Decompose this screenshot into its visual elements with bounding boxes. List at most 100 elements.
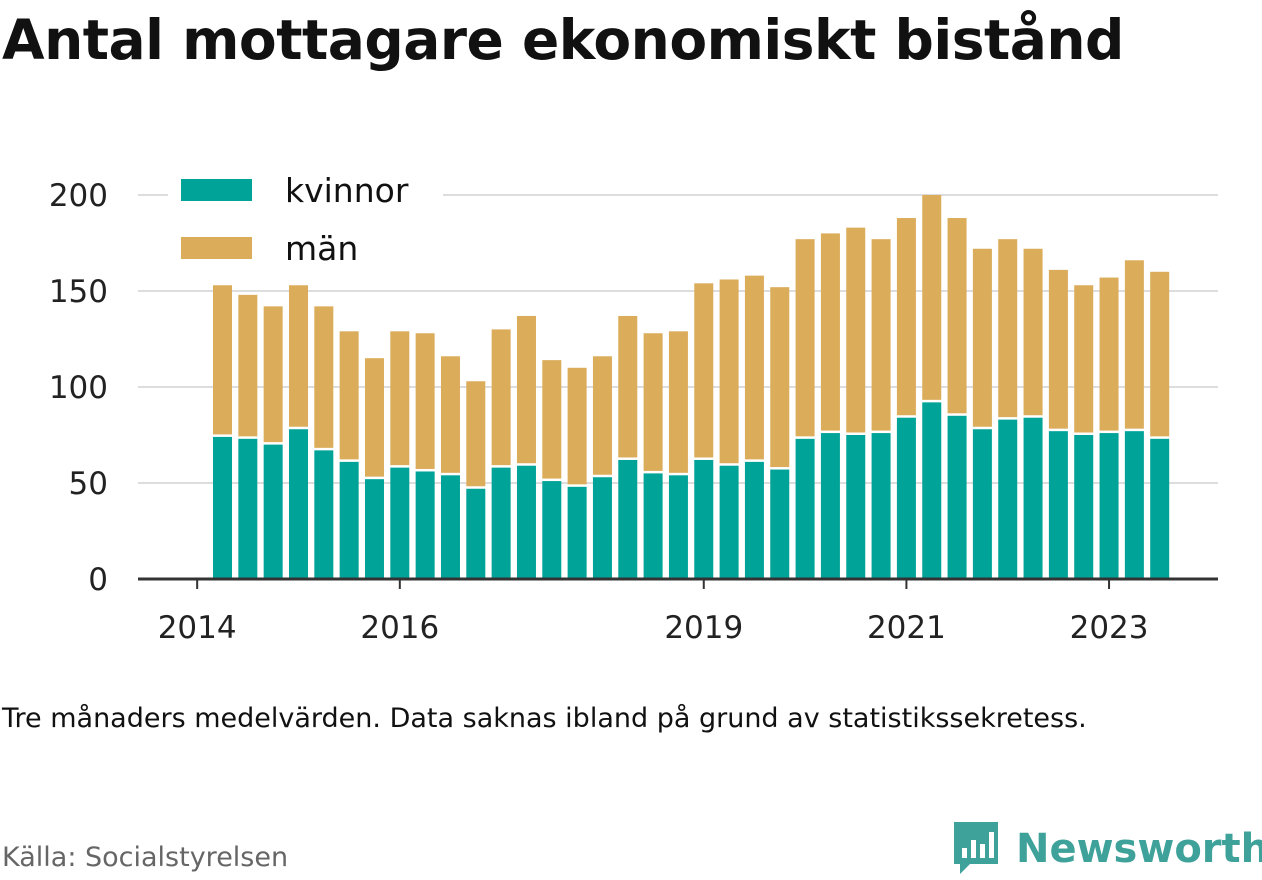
bar-man [744,275,764,460]
bar-kvinnor [1150,438,1170,579]
chart-title: Antal mottagare ekonomiskt bistånd [2,8,1124,72]
y-tick-label: 200 [49,178,108,214]
bar-man [415,333,435,469]
bar-kvinnor [972,429,992,579]
bar-man [567,367,587,485]
bar-kvinnor [466,488,486,579]
bar-kvinnor [846,435,866,579]
bar-man [643,333,663,471]
legend-swatch-kvinnor [181,179,252,201]
bar-man [618,315,638,458]
bar-kvinnor [516,465,536,579]
bar-man [1099,277,1119,431]
bar-kvinnor [795,438,815,579]
bar-man [1124,260,1144,429]
bar-kvinnor [719,465,739,579]
bar-man [1023,248,1043,416]
bar-kvinnor [288,429,308,579]
bar-kvinnor [314,450,334,579]
chart-note: Tre månaders medelvärden. Data saknas ib… [2,703,1087,734]
legend-swatch-man [181,237,252,259]
bar-kvinnor [744,461,764,579]
bar-man [542,360,562,479]
bar-kvinnor [618,459,638,579]
bar-kvinnor [1099,433,1119,579]
x-tick-label: 2014 [158,610,237,646]
bar-man [694,283,714,458]
bar-kvinnor [1124,431,1144,579]
brand-name: Newsworthy [1016,826,1262,872]
bar-kvinnor [542,481,562,579]
stacked-bar-chart: 0 50 100 150 200 2014 2016 2019 2021 2023 kvinno… [49,170,1218,646]
x-axis: 2014 2016 2019 2021 2023 [138,577,1218,646]
bar-man [719,279,739,464]
bar-kvinnor [390,467,410,579]
y-tick-label: 100 [49,370,108,406]
bar-man [922,195,942,400]
bar-man [795,239,815,437]
legend-label-kvinnor: kvinnor [285,171,409,210]
bar-kvinnor [947,415,967,579]
x-tick-label: 2023 [1070,610,1149,646]
bar-kvinnor [998,419,1018,579]
bar-kvinnor [339,461,359,579]
bar-kvinnor [871,433,891,579]
bar-man [288,285,308,427]
y-tick-label: 50 [69,466,108,502]
y-tick-label: 0 [88,562,108,598]
bar-man [364,358,384,477]
x-tick-label: 2019 [664,610,743,646]
bar-man [263,306,283,443]
bar-kvinnor [238,438,258,579]
bar-man [668,331,688,473]
bar-kvinnor [1048,431,1068,579]
bar-kvinnor [263,444,283,579]
bar-man [516,315,536,464]
y-tick-label: 150 [49,274,108,310]
bar-man [871,239,891,431]
bar-man [466,381,486,487]
bar-man [339,331,359,460]
bar-kvinnor [1023,417,1043,579]
y-axis-ticks: 0 50 100 150 200 [49,178,108,598]
bar-man [440,356,460,473]
bar-man [846,227,866,433]
bar-man [947,218,967,414]
bar-kvinnor [922,402,942,579]
bar-man [1150,271,1170,437]
newsworthy-icon [954,822,998,874]
bar-kvinnor [213,436,232,579]
bar-kvinnor [491,467,511,579]
bar-man [998,239,1018,418]
bar-man [213,285,232,435]
bar-man [491,329,511,466]
bar-kvinnor [668,475,688,579]
x-tick-label: 2016 [360,610,439,646]
bar-man [770,287,790,468]
bar-kvinnor [820,433,840,579]
bar-man [390,331,410,466]
bar-man [820,233,840,431]
bar-man [896,218,916,416]
bar-man [314,306,334,448]
bar-kvinnor [694,459,714,579]
bar-kvinnor [770,469,790,579]
bar-man [972,248,992,427]
x-tick-label: 2021 [867,610,946,646]
bar-series [213,195,1170,579]
bar-kvinnor [440,475,460,579]
bar-man [592,356,612,475]
bar-kvinnor [364,479,384,579]
bar-kvinnor [567,486,587,579]
bar-man [238,294,258,437]
bar-man [1048,269,1068,429]
bar-kvinnor [896,417,916,579]
legend: kvinnor män [168,170,443,276]
bar-man [1074,285,1094,433]
bar-kvinnor [415,471,435,579]
newsworthy-logo[interactable]: Newsworthy [950,818,1262,880]
bar-kvinnor [643,473,663,579]
bar-kvinnor [592,477,612,579]
source-label: Källa: Socialstyrelsen [2,842,289,873]
legend-label-man: män [285,229,358,268]
